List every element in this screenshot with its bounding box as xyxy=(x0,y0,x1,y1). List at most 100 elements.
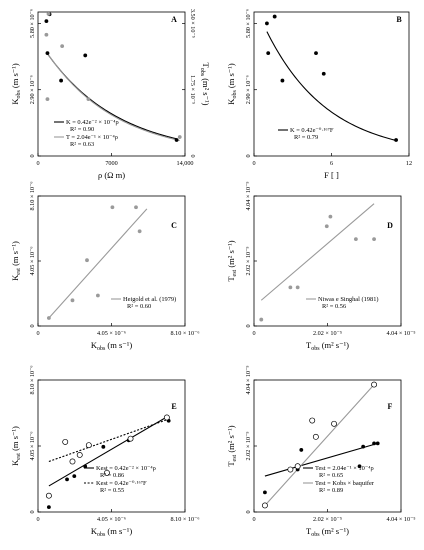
x-tick-label: 4.04 × 10⁻⁵ xyxy=(386,330,415,337)
data-point xyxy=(46,505,51,510)
data-point xyxy=(137,229,142,234)
panel-letter: A xyxy=(171,15,177,24)
panel-letter: E xyxy=(171,402,176,411)
x-tick-label: 8.10 × 10⁻⁶ xyxy=(170,330,199,337)
data-point xyxy=(104,469,110,476)
x-tick-label: 0 xyxy=(252,160,255,167)
fit-line xyxy=(48,418,169,462)
plot-frame xyxy=(37,195,186,327)
fit-line xyxy=(264,384,375,506)
legend-equation: Kest = 0.42e⁻⁰·¹⁶⁷F xyxy=(96,480,147,487)
data-point xyxy=(45,51,50,56)
y-axis-label: Test (m² s⁻¹) xyxy=(226,240,238,281)
x-tick-label: 0 xyxy=(252,330,255,337)
data-point xyxy=(280,78,285,83)
y-tick-label: 0 xyxy=(245,154,252,157)
y-tick-label: 8.10 × 10⁻⁶ xyxy=(29,365,36,394)
panel-b-chart: 0 6 12 0 2.90 × 10⁻⁶ 5.80 × 10⁻⁶ F [ ] Kobs (m … xyxy=(226,9,412,180)
y-tick-label: 0 xyxy=(29,324,36,327)
legend-r2: R² = 0.56 xyxy=(322,303,346,310)
panel-f-chart: 0 2.02 × 10⁻⁵ 4.04 × 10⁻⁵ 0 2.02 × 10⁻⁵ 4.04 … xyxy=(226,365,416,538)
data-point xyxy=(134,205,138,210)
y-tick-label: 4.05 × 10⁻⁶ xyxy=(29,246,36,275)
x-tick-label: 0 xyxy=(36,160,39,167)
data-point xyxy=(101,444,106,449)
data-point xyxy=(60,44,65,49)
data-point xyxy=(174,138,179,142)
x-tick-label: 7000 xyxy=(105,160,117,167)
x-tick-label: 4.04 × 10⁻⁵ xyxy=(386,516,415,523)
fit-line xyxy=(48,415,169,487)
data-point xyxy=(46,11,51,16)
data-point xyxy=(372,441,376,446)
y-tick-label: 0 xyxy=(245,510,252,513)
legend-r2: R² = 0.89 xyxy=(319,487,343,494)
x-axis-label: Tobs (m² s⁻¹) xyxy=(306,526,349,538)
y2-tick-label: 3.50 × 10⁻⁵ xyxy=(189,9,196,38)
data-point xyxy=(85,258,89,263)
legend-equation: Test = 2.04e⁻¹ × 10⁻⁴ρ xyxy=(315,465,374,472)
legend-equation: Niwas e Singhal (1981) xyxy=(318,296,379,303)
y-tick-label: 5.80 × 10⁻⁶ xyxy=(29,9,36,38)
y2-tick-label: 1.75 × 10⁻⁵ xyxy=(189,75,196,104)
data-point xyxy=(45,492,52,499)
data-point xyxy=(46,316,51,320)
x-tick-label: 14,000 xyxy=(176,160,193,167)
data-point xyxy=(295,285,300,290)
data-point xyxy=(69,458,76,465)
legend-equation: T = 2.04e⁻¹ × 10⁻⁴ρ xyxy=(66,134,118,141)
fit-line xyxy=(260,203,375,301)
y-axis-label: Kest (m s⁻¹) xyxy=(10,426,22,466)
y-axis-label: Kobs (m s⁻¹) xyxy=(10,63,22,105)
y-axis-label: Kest (m s⁻¹) xyxy=(10,241,22,281)
y-axis-label: Test (m² s⁻¹) xyxy=(226,425,238,466)
x-tick-label: 2.02 × 10⁻⁵ xyxy=(313,516,342,523)
y-tick-label: 5.80 × 10⁻⁶ xyxy=(245,9,252,38)
fit-line xyxy=(266,31,397,141)
x-tick-label: 0 xyxy=(36,516,39,523)
data-point xyxy=(272,14,277,19)
data-point xyxy=(62,438,69,445)
panel-c-chart: 0 4.05 × 10⁻⁶ 8.10 × 10⁻⁶ 0 4.05 × 10⁻⁶ 8.10 … xyxy=(10,181,200,352)
data-point xyxy=(361,444,366,449)
legend-equation: Heigold et al. (1979) xyxy=(123,296,176,303)
y-tick-label: 2.02 × 10⁻⁵ xyxy=(245,431,252,460)
data-point xyxy=(110,205,115,210)
data-point xyxy=(261,502,268,509)
data-point xyxy=(375,441,380,446)
x-axis-label: Tobs (m² s⁻¹) xyxy=(306,340,349,352)
data-point xyxy=(353,237,358,242)
data-point xyxy=(59,78,63,83)
legend-r2: R² = 0.55 xyxy=(100,487,124,494)
x-tick-label: 4.05 × 10⁻⁶ xyxy=(97,516,126,523)
y-tick-label: 0 xyxy=(29,510,36,513)
data-point xyxy=(328,214,333,219)
data-point xyxy=(70,298,75,303)
data-point xyxy=(95,293,100,298)
legend-r2: R² = 0.79 xyxy=(294,134,318,141)
data-point xyxy=(263,490,267,495)
panel-letter: F xyxy=(388,402,393,411)
y-tick-label: 4.04 × 10⁻⁵ xyxy=(245,181,252,210)
fit-line xyxy=(48,208,148,319)
panel-letter: C xyxy=(171,221,177,230)
data-point xyxy=(312,433,319,440)
legend-equation: K = 0.42e⁻² × 10⁻⁴ρ xyxy=(66,119,119,126)
data-point xyxy=(309,417,316,424)
data-point xyxy=(331,420,337,427)
legend-r2: R² = 0.60 xyxy=(127,303,151,310)
y-axis-label: Kobs (m s⁻¹) xyxy=(226,63,238,105)
data-point xyxy=(83,53,88,58)
panel-letter: B xyxy=(396,15,402,24)
y-tick-label: 4.04 × 10⁻⁵ xyxy=(245,365,252,394)
y-tick-label: 2.02 × 10⁻⁵ xyxy=(245,246,252,275)
legend-r2: R² = 0.86 xyxy=(100,472,124,479)
data-point xyxy=(287,466,294,473)
legend-r2: R² = 0.65 xyxy=(319,472,343,479)
y-tick-label: 0 xyxy=(29,154,36,157)
x-tick-label: 4.05 × 10⁻⁶ xyxy=(97,330,126,337)
data-point xyxy=(314,51,318,56)
data-point xyxy=(371,381,378,388)
plot-frame xyxy=(253,11,410,157)
